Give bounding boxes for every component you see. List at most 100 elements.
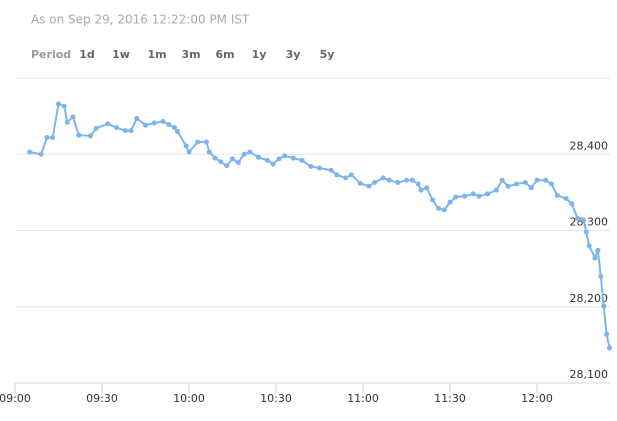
period-button[interactable]: 3y <box>286 48 301 61</box>
point <box>241 151 247 157</box>
point <box>580 217 586 223</box>
point <box>44 134 50 140</box>
point <box>27 149 32 155</box>
period-button[interactable]: 1d <box>79 48 95 61</box>
period-button[interactable]: 6m <box>215 48 234 61</box>
point <box>270 161 276 167</box>
point <box>543 177 549 183</box>
point <box>598 273 604 279</box>
point <box>447 199 453 205</box>
point <box>56 101 61 107</box>
point <box>166 122 172 128</box>
point <box>453 194 459 200</box>
point <box>430 197 436 203</box>
point <box>366 183 372 189</box>
point <box>522 179 528 185</box>
point <box>172 125 177 131</box>
point <box>435 205 441 211</box>
point <box>409 177 415 183</box>
point <box>607 345 612 351</box>
point <box>569 201 575 207</box>
point <box>372 179 378 185</box>
point <box>554 192 560 198</box>
point <box>380 175 386 181</box>
point <box>151 120 157 126</box>
chart-subtitle: As on Sep 29, 2016 12:22:00 PM IST <box>31 13 250 27</box>
point <box>122 128 128 134</box>
point <box>299 157 305 163</box>
point <box>276 156 282 162</box>
point <box>424 185 430 191</box>
period-button[interactable]: 1y <box>252 48 267 61</box>
price-line <box>29 102 611 349</box>
point <box>563 195 569 201</box>
y-tick-label: 28,100 <box>570 368 609 381</box>
x-tick-label: 11:30 <box>434 392 466 405</box>
point <box>76 132 82 138</box>
x-tick-label: 10:00 <box>173 392 205 405</box>
period-label: Period <box>31 48 71 61</box>
point <box>134 115 140 121</box>
point <box>441 207 447 213</box>
point <box>328 167 334 173</box>
point <box>404 177 409 183</box>
point <box>230 156 235 162</box>
point <box>348 172 354 178</box>
period-button[interactable]: 1m <box>147 48 166 61</box>
point <box>583 229 589 235</box>
point <box>493 187 499 193</box>
period-button[interactable]: 1w <box>112 48 130 61</box>
point <box>264 157 270 163</box>
point <box>87 133 93 139</box>
point <box>586 243 592 249</box>
point <box>514 181 520 187</box>
point <box>528 185 534 191</box>
point <box>549 181 554 187</box>
point <box>183 143 189 149</box>
point <box>308 163 314 169</box>
point <box>357 180 363 186</box>
point <box>317 165 322 171</box>
point <box>499 177 505 183</box>
point <box>206 149 212 155</box>
point <box>224 163 230 169</box>
point <box>575 215 581 221</box>
point <box>395 179 401 185</box>
point <box>604 331 610 337</box>
point <box>247 149 253 155</box>
point <box>160 118 166 124</box>
point <box>64 119 70 125</box>
point <box>50 134 56 140</box>
point <box>343 175 349 181</box>
point <box>485 191 491 197</box>
point <box>105 121 111 127</box>
point <box>195 139 201 145</box>
point <box>218 159 224 165</box>
y-tick-label: 28,400 <box>570 139 609 152</box>
point <box>290 155 296 161</box>
point <box>186 149 192 155</box>
point <box>203 139 209 145</box>
point <box>61 103 67 109</box>
point <box>418 187 424 193</box>
point <box>38 151 44 157</box>
period-button[interactable]: 3m <box>181 48 200 61</box>
period-button[interactable]: 5y <box>320 48 335 61</box>
point <box>282 153 288 159</box>
point <box>70 114 76 120</box>
point <box>235 160 241 166</box>
point <box>256 154 262 160</box>
point <box>601 303 607 309</box>
y-tick-label: 28,200 <box>570 292 609 305</box>
point <box>174 128 180 134</box>
x-tick-label: 10:30 <box>260 392 292 405</box>
point <box>128 128 134 134</box>
point <box>534 177 540 183</box>
point <box>114 125 119 131</box>
x-tick-label: 11:00 <box>347 392 379 405</box>
x-tick-label: 12:00 <box>521 392 553 405</box>
x-tick-label: 09:00 <box>0 392 31 405</box>
point <box>462 193 467 199</box>
point <box>592 255 598 261</box>
